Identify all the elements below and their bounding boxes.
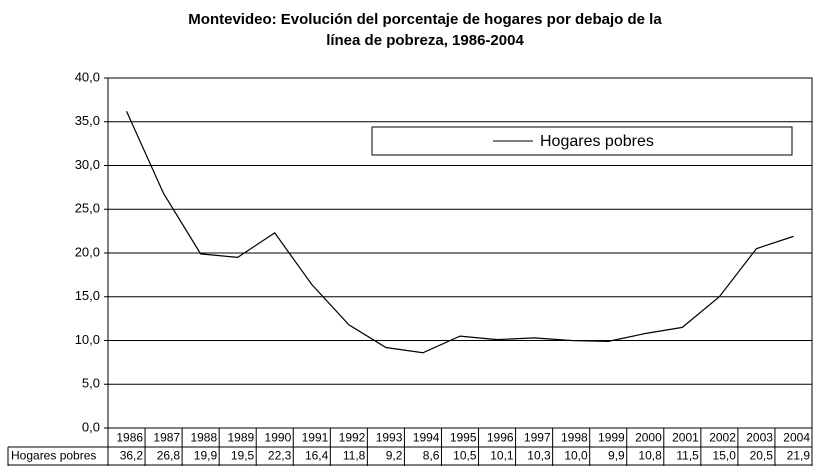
data-label: 36,2 [120,449,144,463]
x-tick-label: 2000 [635,431,662,445]
data-label: 11,5 [676,449,699,463]
data-label: 19,9 [194,449,218,463]
data-label: 9,9 [608,449,625,463]
chart-title: Montevideo: Evolución del porcentaje de … [188,11,662,28]
x-tick-label: 1989 [228,431,255,445]
data-label: 21,9 [787,449,811,463]
x-tick-label: 1993 [376,431,403,445]
series-line [125,111,794,354]
x-tick-label: 1998 [561,431,588,445]
x-tick-label: 2001 [672,431,699,445]
y-tick-label: 25,0 [75,201,100,216]
x-tick-label: 1996 [487,431,514,445]
chart-title: línea de pobreza, 1986-2004 [326,32,524,49]
legend-label: Hogares pobres [540,133,654,150]
y-tick-label: 30,0 [75,157,100,172]
x-tick-label: 2003 [746,431,773,445]
x-tick-label: 1990 [265,431,292,445]
y-tick-label: 40,0 [75,69,100,84]
y-tick-label: 10,0 [75,332,100,347]
data-label: 11,8 [343,449,366,463]
x-tick-label: 1999 [598,431,625,445]
y-tick-label: 5,0 [82,376,100,391]
x-tick-label: 1988 [190,431,217,445]
x-tick-label: 2002 [709,431,736,445]
table-row-header: Hogares pobres [11,449,96,463]
data-label: 10,8 [638,449,662,463]
data-label: 16,4 [305,449,329,463]
data-label: 10,1 [490,449,514,463]
y-tick-label: 35,0 [75,113,100,128]
data-label: 9,2 [386,449,403,463]
data-label: 15,0 [713,449,737,463]
data-label: 8,6 [423,449,440,463]
x-tick-label: 1992 [339,431,366,445]
x-tick-label: 1986 [116,431,143,445]
x-tick-label: 1991 [302,431,329,445]
data-label: 19,5 [231,449,255,463]
y-tick-label: 0,0 [82,419,100,434]
data-label: 22,3 [268,449,292,463]
x-tick-label: 1997 [524,431,551,445]
data-label: 10,3 [527,449,551,463]
data-label: 20,5 [750,449,774,463]
y-tick-label: 20,0 [75,244,100,259]
data-label: 10,0 [564,449,588,463]
legend-box [371,126,793,156]
x-tick-label: 1995 [450,431,477,445]
y-tick-label: 15,0 [75,288,100,303]
x-tick-label: 1994 [413,431,440,445]
x-tick-label: 2004 [783,431,810,445]
data-label: 10,5 [453,449,477,463]
plot-border [107,77,813,429]
x-tick-label: 1987 [153,431,180,445]
data-label: 26,8 [157,449,181,463]
